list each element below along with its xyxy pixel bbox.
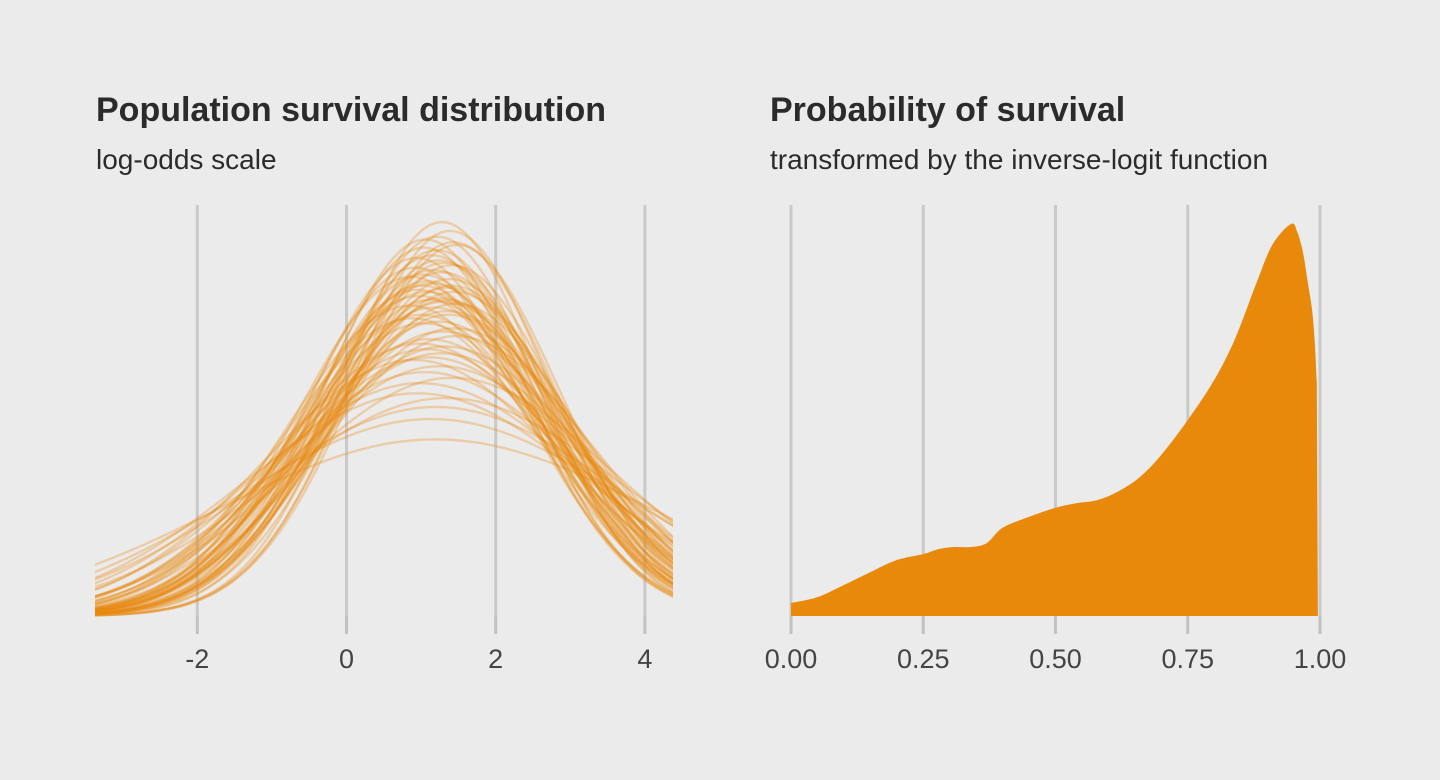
population-density-curve bbox=[95, 345, 673, 605]
population-density-curve bbox=[95, 322, 673, 605]
population-density-curve bbox=[95, 248, 673, 616]
left-chart-title: Population survival distribution bbox=[96, 91, 607, 129]
population-density-curve bbox=[95, 300, 673, 612]
population-density-curve bbox=[95, 240, 673, 617]
population-density-curve bbox=[95, 268, 673, 614]
x-tick-label: 2 bbox=[488, 644, 504, 674]
population-density-curve bbox=[95, 306, 673, 610]
panel-header-right: Probability of survival transformed by t… bbox=[770, 91, 1269, 176]
population-density-curve bbox=[95, 259, 673, 616]
x-tick-label: 0 bbox=[338, 644, 355, 674]
x-tick-label: 0.75 bbox=[1161, 644, 1215, 674]
survival-probability-area bbox=[791, 223, 1318, 616]
population-density-curve bbox=[95, 316, 673, 604]
population-density-curve bbox=[95, 438, 673, 566]
population-density-curve bbox=[95, 417, 673, 574]
population-density-curve bbox=[95, 304, 673, 606]
population-density-curve bbox=[95, 337, 673, 603]
x-tick-label: 0.50 bbox=[1029, 644, 1082, 674]
population-density-curve bbox=[95, 382, 673, 585]
population-density-curve bbox=[95, 243, 673, 617]
population-density-curve bbox=[95, 282, 673, 613]
population-density-curve bbox=[95, 342, 673, 599]
population-density-curve bbox=[95, 376, 673, 598]
population-density-curve bbox=[95, 364, 673, 598]
population-density-curve bbox=[95, 266, 673, 613]
population-density-curve bbox=[95, 275, 673, 611]
population-density-curve bbox=[95, 284, 673, 615]
left-chart-subtitle: log-odds scale bbox=[96, 144, 277, 176]
population-density-curve bbox=[95, 284, 673, 612]
population-density-curve bbox=[95, 298, 673, 611]
population-density-curve bbox=[95, 356, 673, 598]
population-density-curve bbox=[95, 270, 673, 615]
population-density-curve bbox=[95, 288, 673, 610]
population-density-curve bbox=[95, 313, 673, 607]
x-tick-label: 0.00 bbox=[764, 644, 818, 674]
population-density-curve bbox=[95, 254, 673, 615]
population-density-curve bbox=[95, 235, 673, 616]
x-tick-label: 0.25 bbox=[896, 644, 950, 674]
population-density-curve bbox=[95, 348, 673, 599]
population-density-curve bbox=[95, 405, 673, 581]
population-density-curve bbox=[95, 280, 673, 613]
population-density-curve bbox=[95, 273, 673, 613]
population-density-curve bbox=[95, 229, 673, 617]
population-density-curve bbox=[95, 256, 673, 614]
panel-header-left: Population survival distribution log-odd… bbox=[96, 91, 607, 176]
population-density-curve bbox=[95, 290, 673, 615]
population-density-curve bbox=[95, 327, 673, 610]
right-chart-subtitle: transformed by the inverse-logit functio… bbox=[770, 144, 1269, 176]
population-density-curve bbox=[95, 302, 673, 614]
population-density-curve bbox=[95, 320, 673, 609]
population-density-curve bbox=[95, 220, 673, 617]
population-density-curve bbox=[95, 286, 673, 614]
x-tick-label: 4 bbox=[637, 644, 653, 674]
population-density-curve bbox=[95, 335, 673, 609]
population-density-curve bbox=[95, 396, 673, 588]
population-density-curve bbox=[95, 261, 673, 616]
population-density-curve bbox=[95, 238, 673, 616]
population-density-curve bbox=[95, 290, 673, 612]
log-odds-curve-ensemble bbox=[95, 220, 673, 617]
population-density-curve bbox=[95, 277, 673, 615]
population-density-curve bbox=[95, 296, 673, 613]
population-density-curve bbox=[95, 330, 673, 608]
population-density-curve bbox=[95, 370, 673, 591]
population-density-curve bbox=[95, 298, 673, 613]
population-density-curve bbox=[95, 246, 673, 615]
population-density-curve bbox=[95, 313, 673, 611]
x-tick-label: 1.00 bbox=[1293, 644, 1347, 674]
population-density-curve bbox=[95, 352, 673, 602]
population-density-curve bbox=[95, 358, 673, 591]
population-density-curve bbox=[95, 392, 673, 579]
population-density-curve bbox=[95, 309, 673, 612]
right-chart-title: Probability of survival bbox=[770, 91, 1126, 129]
x-tick-label: -2 bbox=[185, 644, 210, 674]
population-density-curve bbox=[95, 294, 673, 610]
population-density-curve bbox=[95, 263, 673, 616]
